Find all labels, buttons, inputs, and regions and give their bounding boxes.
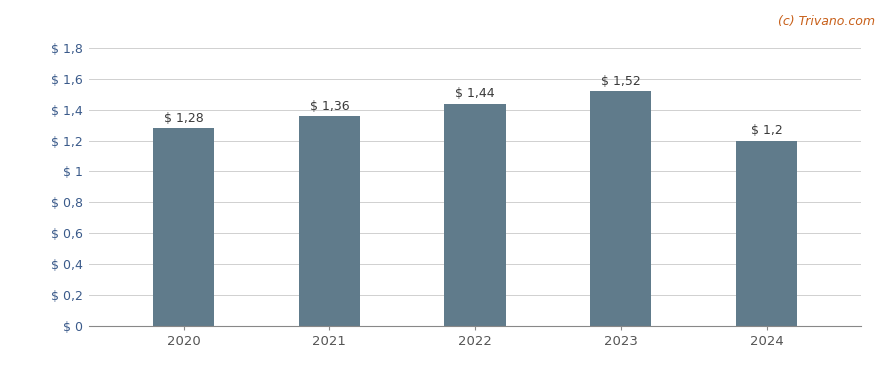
Text: $ 1,36: $ 1,36 [310,100,349,112]
Bar [445,104,505,326]
Text: $ 1,28: $ 1,28 [163,112,203,125]
Text: $ 1,52: $ 1,52 [601,75,641,88]
Bar [736,141,797,326]
Text: $ 1,2: $ 1,2 [750,124,782,137]
Text: $ 1,44: $ 1,44 [456,87,495,100]
Text: (c) Trivano.com: (c) Trivano.com [778,15,875,28]
Bar [591,91,652,326]
Bar [153,128,214,326]
Bar [298,116,360,326]
